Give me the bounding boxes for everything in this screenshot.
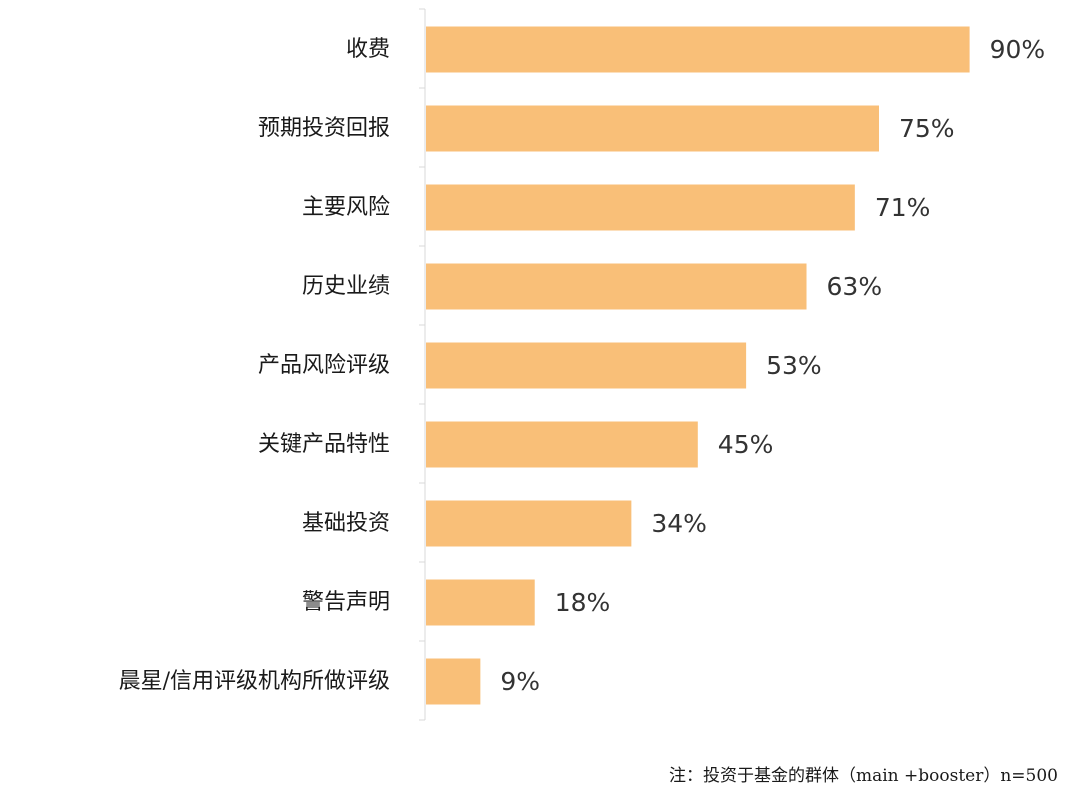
category-label: 收费 [346, 37, 390, 62]
value-label: 9% [500, 667, 540, 696]
value-label: 63% [827, 272, 883, 301]
value-label: 75% [899, 114, 955, 143]
value-label: 34% [651, 509, 707, 538]
bar [426, 579, 535, 626]
bar [426, 26, 970, 73]
category-label: 关键产品特性 [258, 432, 390, 457]
bar [426, 263, 807, 310]
category-label: 基础投资 [302, 511, 390, 536]
value-label: 90% [990, 35, 1046, 64]
category-label: 主要风险 [302, 195, 390, 220]
value-label: 45% [718, 430, 774, 459]
category-label: 预期投资回报 [258, 116, 390, 141]
bar [426, 658, 481, 705]
category-label: 历史业绩 [302, 274, 390, 299]
bar [426, 342, 747, 389]
bar [426, 184, 855, 231]
footnote: 注：投资于基金的群体（main +booster）n=500 [668, 766, 1058, 786]
bar [426, 500, 632, 547]
bar [426, 421, 698, 468]
category-label: 产品风险评级 [258, 353, 390, 378]
value-label: 18% [555, 588, 611, 617]
category-label: 警告声明 [302, 590, 390, 615]
value-label: 53% [766, 351, 822, 380]
category-label: 晨星/信用评级机构所做评级 [119, 669, 390, 694]
value-label: 71% [875, 193, 931, 222]
bar [426, 105, 879, 152]
